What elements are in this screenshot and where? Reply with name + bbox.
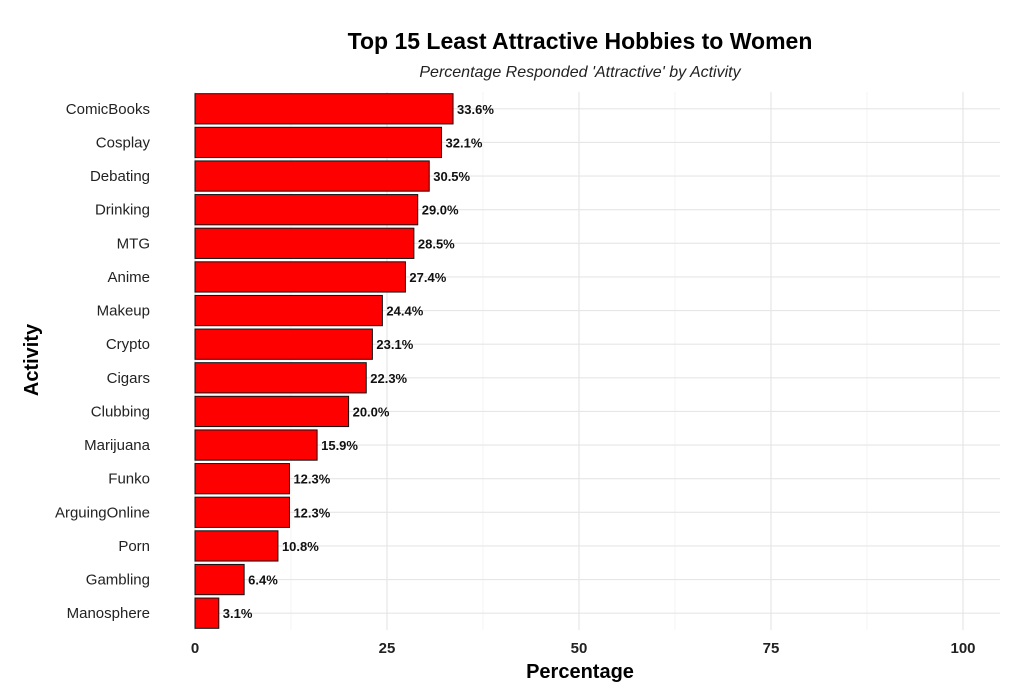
category-label-drinking: Drinking — [95, 202, 150, 219]
data-label-debating: 30.5% — [433, 169, 470, 184]
y-axis-title: Activity — [21, 323, 43, 396]
bar-cosplay — [194, 126, 443, 159]
bar-porn — [194, 530, 279, 562]
category-label-arguingonline: ArguingOnline — [55, 504, 150, 521]
x-tick-25: 25 — [379, 640, 396, 657]
bar-crypto — [194, 328, 373, 360]
data-label-cosplay: 32.1% — [446, 135, 483, 150]
bar-anime — [194, 261, 406, 293]
bar-debating — [194, 160, 430, 192]
category-labels: ComicBooks Cosplay Debating Drinking MTG Anim… — [55, 101, 151, 622]
data-label-cigars: 22.3% — [370, 371, 407, 386]
category-label-cosplay: Cosplay — [96, 134, 151, 151]
x-tick-0: 0 — [191, 640, 199, 657]
bar-makeup — [194, 294, 383, 327]
data-label-porn: 10.8% — [282, 539, 319, 554]
x-axis-title: Percentage — [526, 661, 634, 683]
data-label-mtg: 28.5% — [418, 236, 455, 251]
bars-group — [194, 93, 454, 629]
bar-gambling — [194, 563, 245, 596]
chart-title: Top 15 Least Attractive Hobbies to Women — [348, 28, 813, 54]
data-label-arguingonline: 12.3% — [293, 505, 330, 520]
bar-mtg — [194, 227, 415, 259]
data-label-clubbing: 20.0% — [353, 404, 390, 419]
category-label-gambling: Gambling — [86, 572, 150, 589]
data-label-funko: 12.3% — [293, 472, 330, 487]
x-tick-75: 75 — [763, 640, 780, 657]
bar-drinking — [194, 194, 419, 226]
data-labels: 33.6% 32.1% 30.5% 29.0% 28.5% 27.4% 24.4% 23.1%… — [223, 102, 495, 621]
data-label-gambling: 6.4% — [248, 573, 278, 588]
category-label-marijuana: Marijuana — [84, 437, 151, 454]
bar-manosphere — [194, 597, 220, 629]
bar-marijuana — [194, 429, 318, 461]
category-label-crypto: Crypto — [106, 336, 150, 353]
category-label-makeup: Makeup — [97, 303, 150, 320]
data-label-anime: 27.4% — [409, 270, 446, 285]
category-label-mtg: MTG — [117, 235, 150, 252]
bar-arguingonline — [194, 496, 290, 528]
x-tick-50: 50 — [571, 640, 588, 657]
bar-clubbing — [194, 395, 350, 428]
data-label-marijuana: 15.9% — [321, 438, 358, 453]
bar-cigars — [194, 362, 367, 394]
category-label-porn: Porn — [118, 538, 150, 555]
category-label-anime: Anime — [107, 269, 150, 286]
category-label-funko: Funko — [108, 471, 150, 488]
data-label-manosphere: 3.1% — [223, 606, 253, 621]
x-tick-labels: 0 25 50 75 100 — [191, 640, 976, 657]
bar-comicbooks — [194, 93, 454, 125]
category-label-cigars: Cigars — [107, 370, 150, 387]
x-tick-100: 100 — [950, 640, 975, 657]
data-label-drinking: 29.0% — [422, 203, 459, 218]
bar-funko — [194, 463, 290, 495]
data-label-comicbooks: 33.6% — [457, 102, 494, 117]
data-label-crypto: 23.1% — [376, 337, 413, 352]
data-label-makeup: 24.4% — [386, 304, 423, 319]
chart-subtitle: Percentage Responded 'Attractive' by Act… — [419, 64, 741, 81]
category-label-debating: Debating — [90, 168, 150, 185]
category-label-clubbing: Clubbing — [91, 403, 150, 420]
category-label-comicbooks: ComicBooks — [66, 101, 150, 118]
category-label-manosphere: Manosphere — [67, 605, 150, 622]
